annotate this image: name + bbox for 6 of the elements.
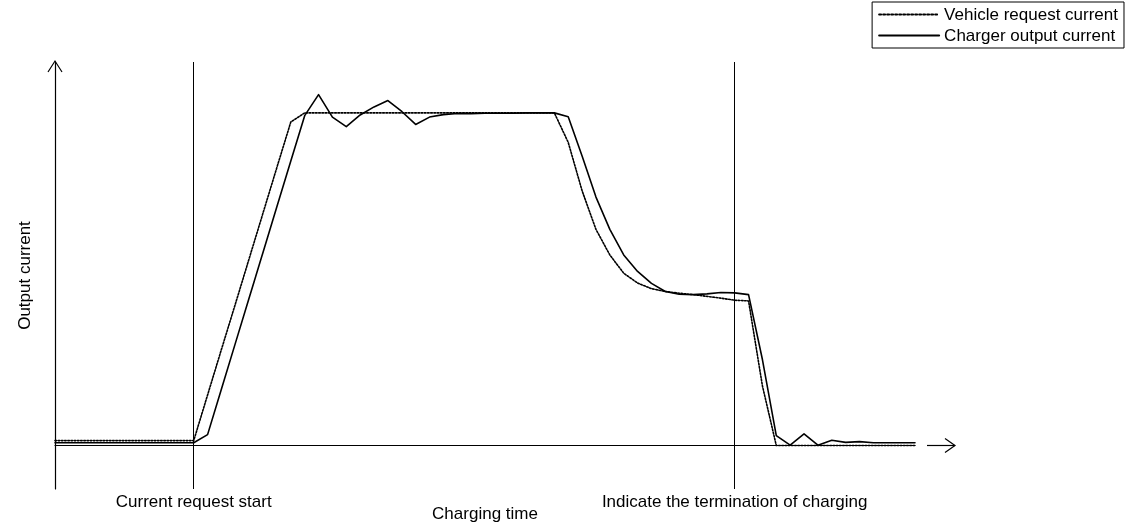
y-axis-title: Output current — [15, 220, 34, 330]
legend-label: Charger output current — [944, 26, 1116, 45]
text: Current request start — [115, 492, 272, 511]
x-axis-title: Charging time — [432, 504, 538, 523]
legend-label: Vehicle request current — [944, 5, 1119, 24]
text: Indicate the termination of charging — [601, 492, 868, 511]
